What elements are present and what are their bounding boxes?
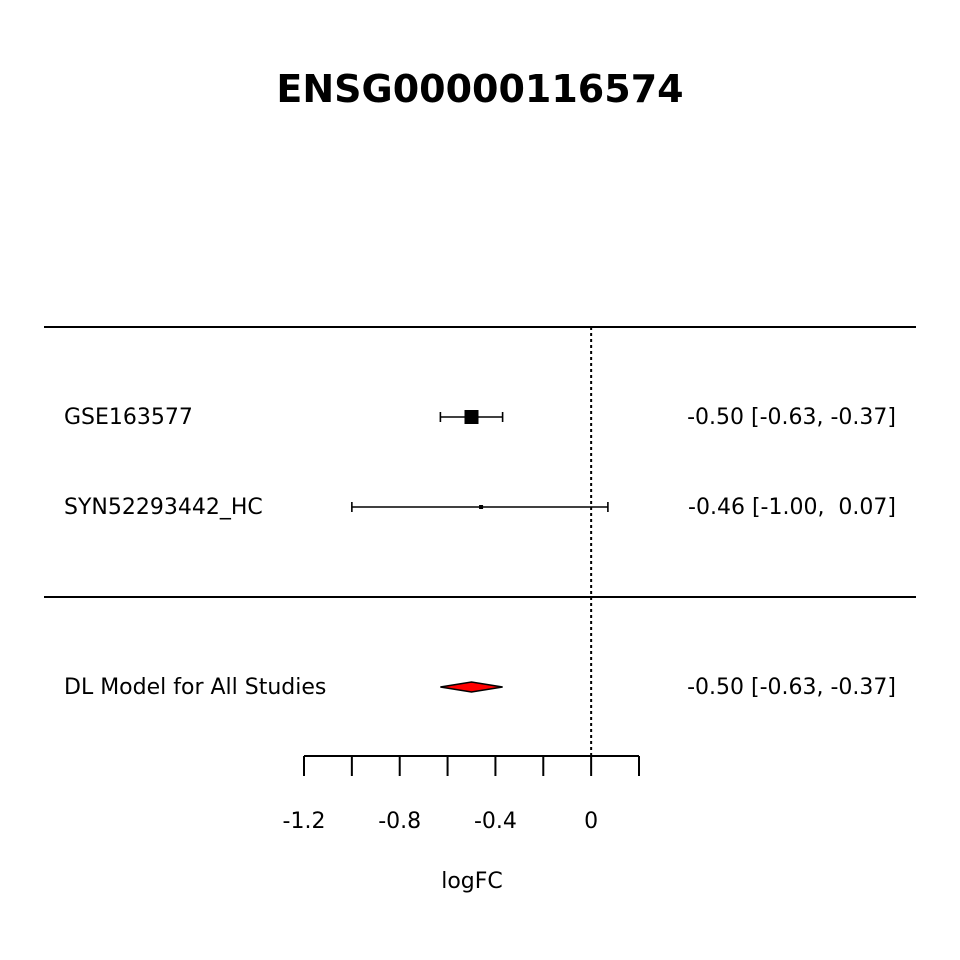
chart-title: ENSG00000116574: [276, 67, 683, 111]
study-ci-text: -0.50 [-0.63, -0.37]: [687, 405, 896, 430]
study-row: GSE163577 -0.50 [-0.63, -0.37]: [64, 405, 896, 430]
study-label: GSE163577: [64, 405, 193, 430]
x-tick-label: 0: [584, 809, 598, 834]
study-label: SYN52293442_HC: [64, 495, 263, 520]
x-axis-label: logFC: [441, 869, 503, 894]
x-tick-label: -0.8: [378, 809, 421, 834]
summary-label: DL Model for All Studies: [64, 675, 326, 700]
summary-row: DL Model for All Studies -0.50 [-0.63, -0…: [64, 675, 896, 700]
x-axis: -1.2 -0.8 -0.4 0: [283, 755, 640, 834]
study-row: SYN52293442_HC -0.46 [-1.00, 0.07]: [64, 495, 896, 520]
study-rows: GSE163577 -0.50 [-0.63, -0.37] SYN52293442…: [64, 405, 896, 520]
x-tick-label: -1.2: [283, 809, 326, 834]
summary-diamond: [440, 681, 503, 693]
point-estimate-square: [464, 410, 479, 424]
x-tick-label: -0.4: [474, 809, 517, 834]
summary-ci-text: -0.50 [-0.63, -0.37]: [687, 675, 896, 700]
point-estimate-square: [479, 505, 484, 509]
study-ci-text: -0.46 [-1.00, 0.07]: [688, 495, 896, 520]
